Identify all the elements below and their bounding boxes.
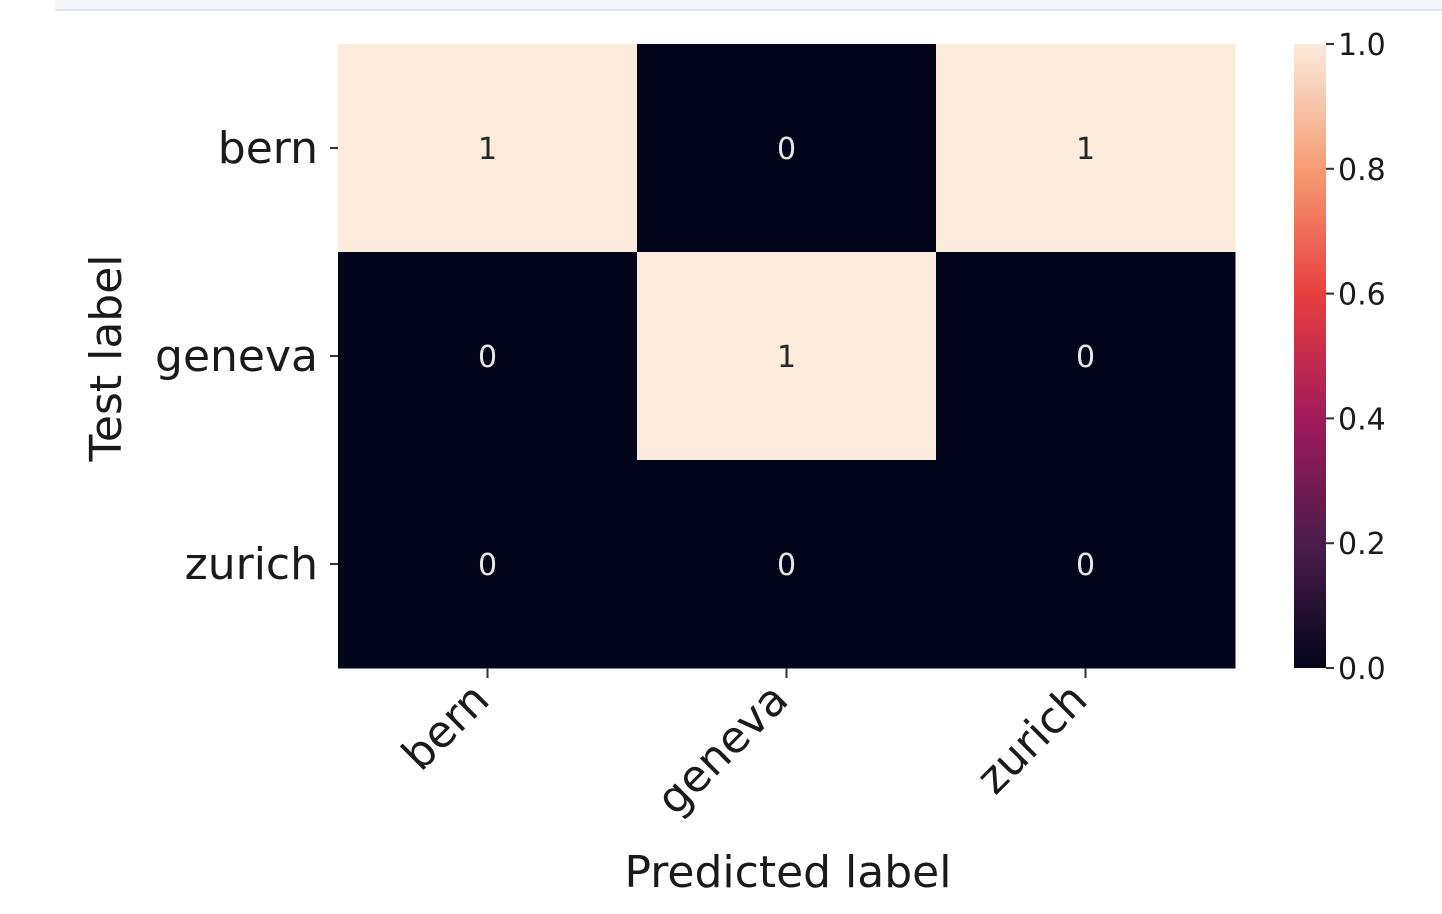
colorbar-gradient [1294, 44, 1326, 668]
heatmap-cells [338, 44, 1236, 669]
heatmap-cell-geneva-zurich [936, 252, 1236, 461]
colorbar-tick-label: 0.8 [1338, 153, 1386, 188]
heatmap-cell-zurich-geneva [637, 460, 937, 669]
cell-annotation: 1 [1076, 132, 1095, 167]
cell-annotation: 0 [1076, 340, 1095, 375]
colorbar-tick-label: 0.4 [1338, 402, 1386, 437]
cell-annotations: 1 0 1 0 1 0 0 0 0 [478, 132, 1095, 583]
cell-annotation: 0 [478, 548, 497, 583]
x-tick-label-zurich: zurich [967, 674, 1097, 804]
y-tick-label-zurich: zurich [185, 539, 318, 590]
heatmap-cell-bern-zurich [936, 44, 1236, 253]
colorbar: 0.0 0.2 0.4 0.6 0.8 1.0 [1294, 28, 1386, 687]
cell-output-top-border [55, 0, 1442, 11]
cell-annotation: 0 [777, 132, 796, 167]
cell-annotation: 1 [478, 132, 497, 167]
colorbar-tick-label: 0.0 [1338, 652, 1386, 687]
y-tick-label-bern: bern [218, 123, 318, 174]
cell-annotation: 0 [478, 340, 497, 375]
cell-annotation: 0 [1076, 548, 1095, 583]
heatmap-cell-geneva-geneva [637, 252, 937, 461]
heatmap-cell-geneva-bern [338, 252, 638, 461]
x-tick-label-bern: bern [392, 674, 499, 781]
cell-annotation: 0 [777, 548, 796, 583]
heatmap-cell-zurich-bern [338, 460, 638, 669]
y-tick-label-geneva: geneva [155, 331, 318, 382]
y-axis-label: Test label [81, 254, 132, 462]
colorbar-tick-label: 0.2 [1338, 527, 1386, 562]
colorbar-tick-label: 1.0 [1338, 28, 1386, 63]
x-axis-ticks: bern geneva zurich [392, 668, 1097, 825]
heatmap-cell-zurich-zurich [936, 460, 1236, 669]
colorbar-tick-label: 0.6 [1338, 278, 1386, 313]
y-axis-ticks: bern geneva zurich [155, 123, 338, 590]
heatmap-cell-bern-bern [338, 44, 638, 253]
colorbar-ticks: 0.0 0.2 0.4 0.6 0.8 1.0 [1326, 28, 1386, 687]
cell-annotation: 1 [777, 340, 796, 375]
x-tick-label-geneva: geneva [647, 674, 798, 825]
heatmap-cell-bern-geneva [637, 44, 937, 253]
x-axis-label: Predicted label [625, 847, 952, 898]
